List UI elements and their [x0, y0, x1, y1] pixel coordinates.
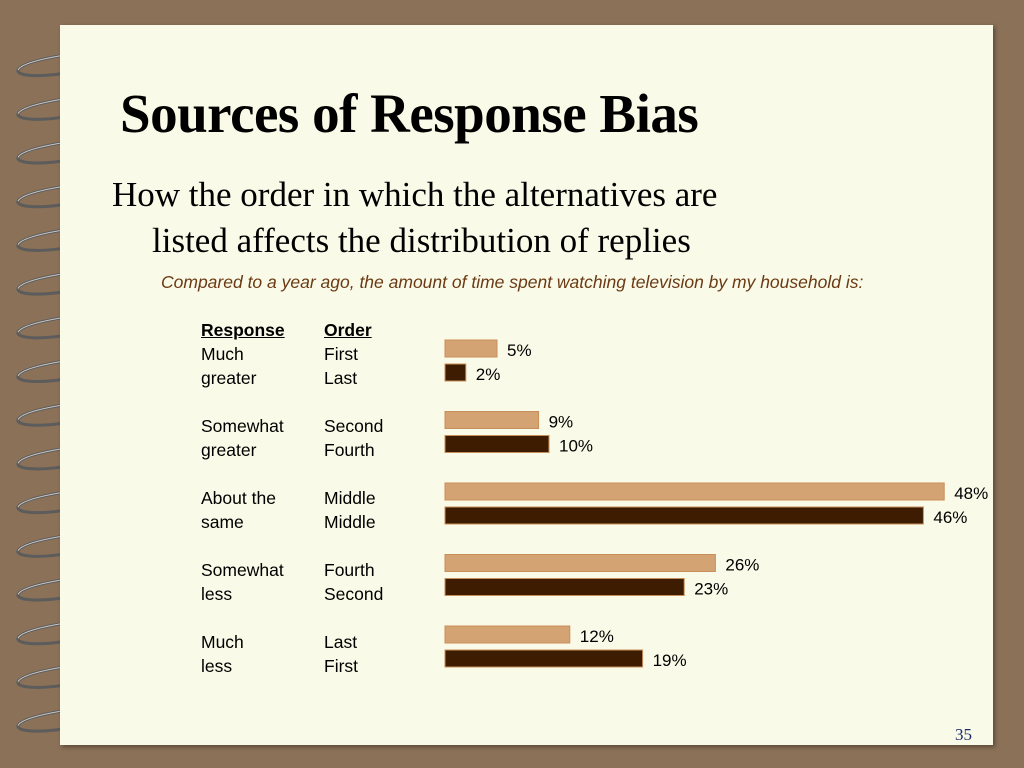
response-cell: less	[201, 656, 233, 676]
order-cell: Second	[324, 584, 384, 604]
subtitle-line-2: listed affects the distribution of repli…	[152, 221, 691, 260]
order-cell: Fourth	[324, 560, 375, 580]
response-cell: greater	[201, 440, 257, 460]
order-cell: Middle	[324, 512, 376, 532]
slide-title: Sources of Response Bias	[120, 83, 699, 144]
page-number: 35	[955, 725, 972, 744]
survey-question: Compared to a year ago, the amount of ti…	[161, 272, 864, 292]
order-cell: Second	[324, 416, 384, 436]
response-cell: About the	[201, 488, 276, 508]
slide-subtitle: How the order in which the alternatives …	[112, 172, 912, 264]
order-cell: Middle	[324, 488, 376, 508]
response-cell: Somewhat	[201, 560, 284, 580]
order-cell: Last	[324, 368, 358, 388]
response-cell: Much	[201, 632, 244, 652]
order-cell: First	[324, 344, 359, 364]
order-cell: Fourth	[324, 440, 375, 460]
order-column-header: Order	[324, 320, 372, 340]
response-cell: same	[201, 512, 244, 532]
response-cell: greater	[201, 368, 257, 388]
subtitle-line-1: How the order in which the alternatives …	[112, 175, 718, 214]
response-cell: Somewhat	[201, 416, 284, 436]
order-cell: Last	[324, 632, 358, 652]
response-column-header: Response	[201, 320, 285, 340]
order-cell: First	[324, 656, 359, 676]
notebook-page	[60, 25, 993, 745]
response-cell: less	[201, 584, 233, 604]
response-cell: Much	[201, 344, 244, 364]
